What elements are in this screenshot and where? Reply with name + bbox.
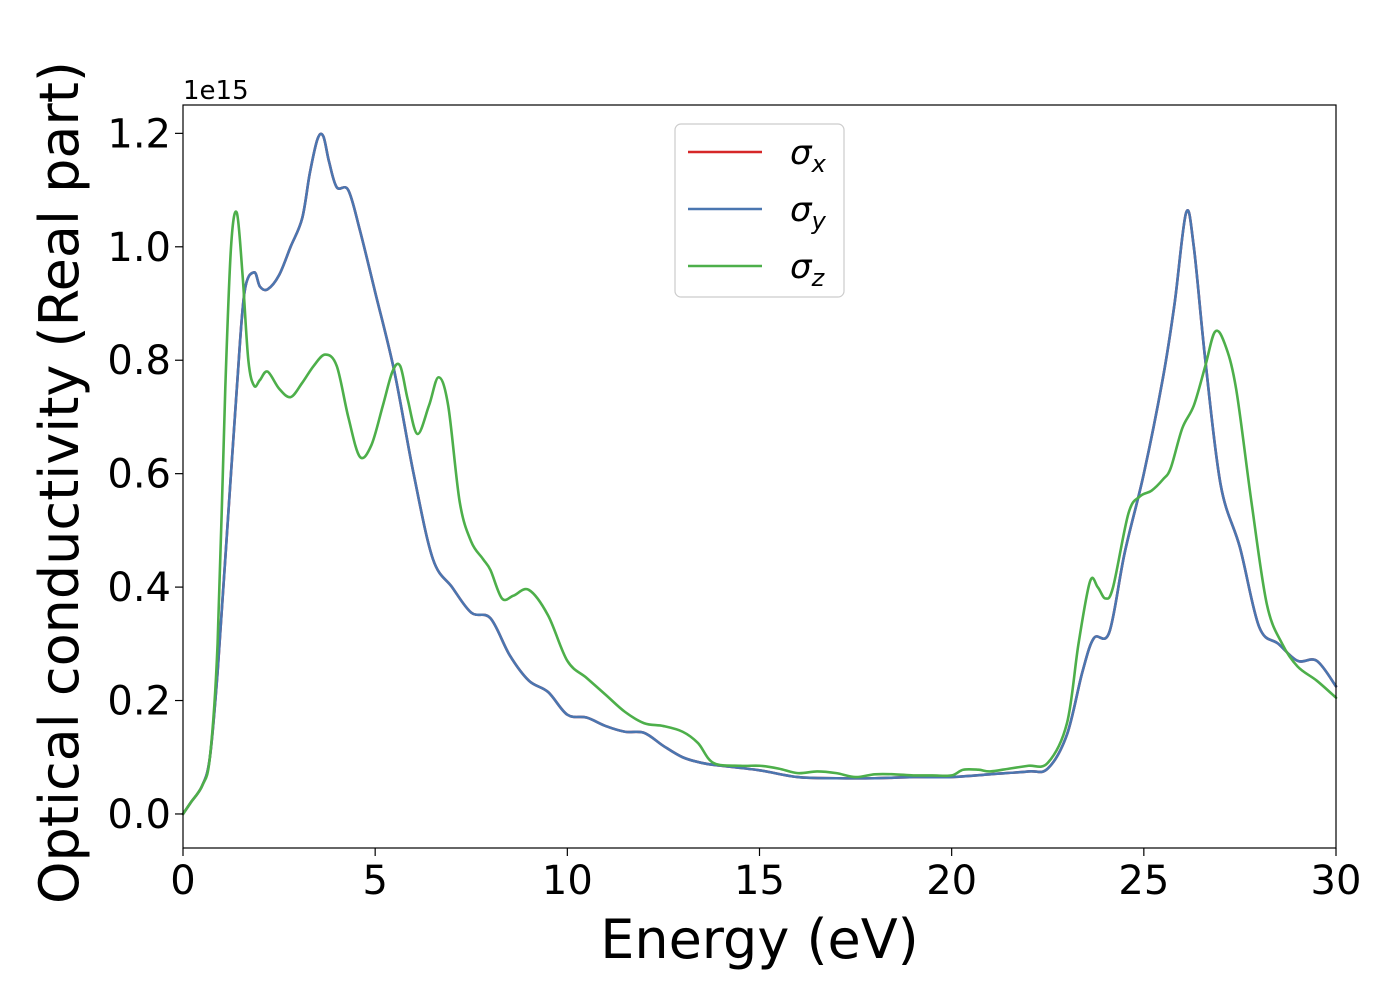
y-tick-label: 0.0: [107, 792, 171, 838]
x-tick-label: 20: [926, 858, 977, 904]
legend: σx σy σz: [674, 123, 845, 298]
y-axis-title: Optical conductivity (Real part): [28, 61, 91, 904]
legend-label-z: σz: [790, 247, 826, 292]
series-lines: [181, 132, 1338, 816]
y-tick-label: 1.0: [107, 225, 171, 271]
x-tick-label: 0: [170, 858, 195, 904]
y-tick-label: 1.2: [107, 111, 171, 157]
y-tick-label: 0.8: [107, 338, 171, 384]
legend-label-y: σy: [790, 190, 827, 235]
x-tick-label: 30: [1311, 858, 1362, 904]
y-tick-label: 0.6: [107, 452, 171, 498]
y-offset-label: 1e15: [183, 76, 249, 106]
x-tick-label: 25: [1118, 858, 1169, 904]
series-line-y: [181, 132, 1338, 816]
y-tick-label: 0.4: [107, 565, 171, 611]
x-tick-label: 15: [734, 858, 785, 904]
y-tick-label: 0.2: [107, 679, 171, 725]
legend-box: [674, 123, 845, 298]
x-axis-ticks: 0 5 10 15 20 25 30: [170, 848, 1361, 904]
x-axis-title: Energy (eV): [600, 908, 919, 971]
legend-label-x: σx: [790, 133, 827, 178]
y-axis-ticks: 0.0 0.2 0.4 0.6 0.8 1.0 1.2: [107, 111, 183, 838]
x-tick-label: 5: [362, 858, 387, 904]
x-tick-label: 10: [542, 858, 593, 904]
series-line-z: [181, 210, 1338, 816]
